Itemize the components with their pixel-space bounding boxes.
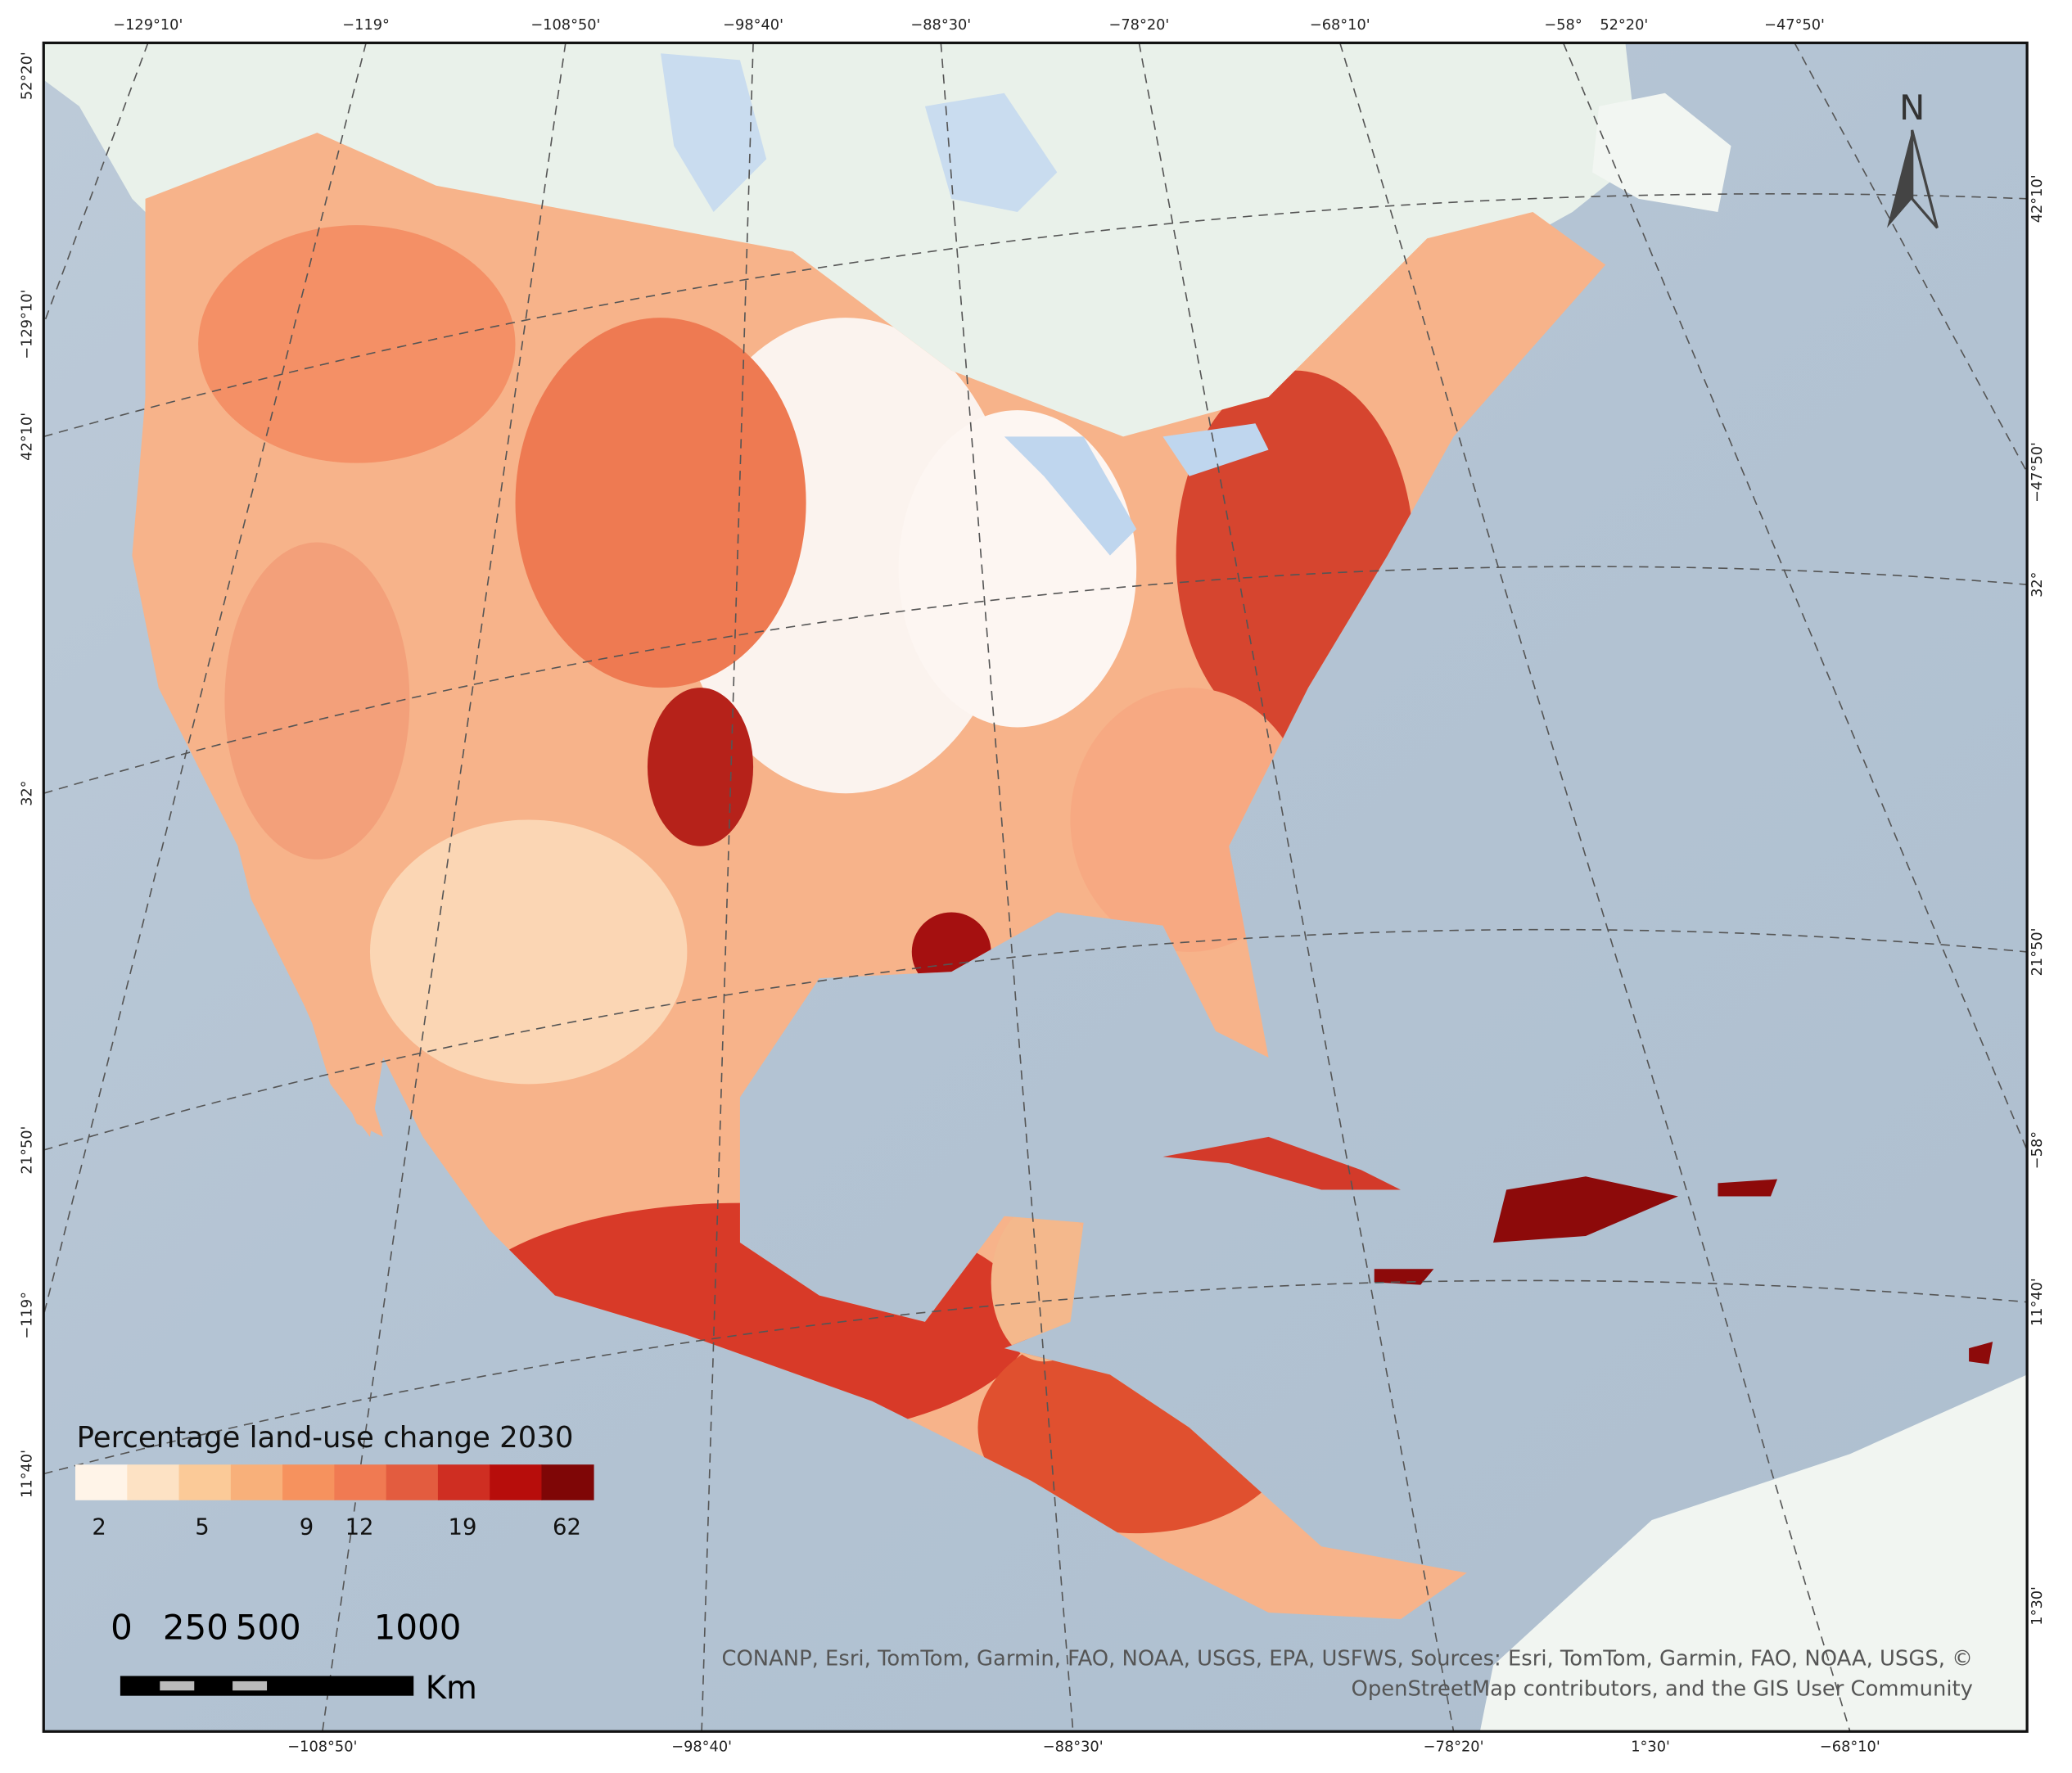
scale-segment bbox=[160, 1681, 195, 1691]
graticule-label: 1°30' bbox=[2029, 1586, 2046, 1626]
graticule-label: 32° bbox=[2029, 571, 2046, 597]
scale-label: 0 bbox=[111, 1607, 133, 1647]
graticule-label: −108°50' bbox=[530, 17, 600, 34]
map-body bbox=[43, 43, 2028, 1732]
graticule-label: −58° bbox=[1544, 17, 1582, 34]
graticule-label: −78°20' bbox=[1108, 17, 1169, 34]
graticule-label: −68°10' bbox=[1820, 1739, 1880, 1755]
graticule-label: 21°50' bbox=[2029, 927, 2046, 976]
legend-label: 2 bbox=[92, 1515, 106, 1541]
graticule-label: 52°20' bbox=[1600, 17, 1648, 34]
frame bbox=[42, 41, 2029, 1733]
legend-swatch bbox=[282, 1464, 336, 1500]
scale-segment bbox=[232, 1681, 268, 1691]
legend-swatch bbox=[490, 1464, 543, 1500]
graticule-label: −68°10' bbox=[1310, 17, 1370, 34]
scale-label: 1000 bbox=[374, 1607, 462, 1647]
legend-swatch bbox=[127, 1464, 180, 1500]
legend-swatch bbox=[541, 1464, 594, 1500]
north-arrow: N bbox=[1887, 88, 1939, 229]
graticule-label: 32° bbox=[20, 780, 36, 805]
graticule-label: 1°30' bbox=[1631, 1739, 1670, 1755]
graticule-label: 11°40' bbox=[20, 1450, 36, 1498]
graticule-label: 52°20' bbox=[20, 52, 36, 100]
legend-label: 19 bbox=[448, 1515, 476, 1541]
legend-swatch bbox=[178, 1464, 232, 1500]
scale-label: 500 bbox=[236, 1607, 301, 1647]
graticule-label: 11°40' bbox=[2029, 1278, 2046, 1326]
great-lakes bbox=[1004, 423, 1269, 556]
graticule-label: −119° bbox=[342, 17, 390, 34]
south-america bbox=[1479, 1374, 2028, 1732]
graticule-label: −47°50' bbox=[2029, 442, 2046, 503]
legend-label: 12 bbox=[345, 1515, 374, 1541]
scale-unit: Km bbox=[426, 1670, 477, 1707]
legend-swatch bbox=[334, 1464, 387, 1500]
graticule-label: −129°10' bbox=[113, 17, 183, 34]
graticule-label: 42°10' bbox=[2029, 174, 2046, 223]
graticule-label: −88°30' bbox=[1043, 1739, 1104, 1755]
graticule bbox=[43, 43, 2028, 1732]
legend-swatch bbox=[437, 1464, 491, 1500]
graticule-label: −98°40' bbox=[723, 17, 783, 34]
graticule-label: −88°30' bbox=[910, 17, 971, 34]
graticule-label: −108°50' bbox=[287, 1739, 357, 1755]
graticule-label: −47°50' bbox=[1764, 17, 1825, 34]
graticule-label: −98°40' bbox=[671, 1739, 732, 1755]
scale-label: 250 bbox=[163, 1607, 228, 1647]
graticule-label: −78°20' bbox=[1424, 1739, 1484, 1755]
legend-swatch bbox=[230, 1464, 283, 1500]
graticule-label: 21°50' bbox=[20, 1126, 36, 1175]
lakes bbox=[661, 53, 1058, 212]
north-label: N bbox=[1899, 88, 1925, 128]
legend-label: 62 bbox=[553, 1515, 581, 1541]
graticule-label: −58° bbox=[2029, 1131, 2046, 1169]
legend-swatch bbox=[386, 1464, 439, 1500]
legend-swatch bbox=[75, 1464, 129, 1500]
legend-label: 9 bbox=[300, 1515, 314, 1541]
attribution: CONANP, Esri, TomTom, Garmin, FAO, NOAA,… bbox=[721, 1647, 1972, 1671]
cuba bbox=[1162, 1136, 1402, 1190]
legend-label: 5 bbox=[195, 1515, 209, 1541]
graticule-label: 42°10' bbox=[20, 413, 36, 461]
graticule-label: −119° bbox=[20, 1292, 36, 1339]
hispaniola bbox=[1492, 1176, 1678, 1243]
attribution: OpenStreetMap contributors, and the GIS … bbox=[1352, 1677, 1973, 1702]
canada-land bbox=[43, 43, 1639, 463]
newfoundland bbox=[1592, 92, 1731, 212]
legend-title: Percentage land-use change 2030 bbox=[77, 1421, 574, 1455]
graticule-label: −129°10' bbox=[20, 290, 36, 359]
